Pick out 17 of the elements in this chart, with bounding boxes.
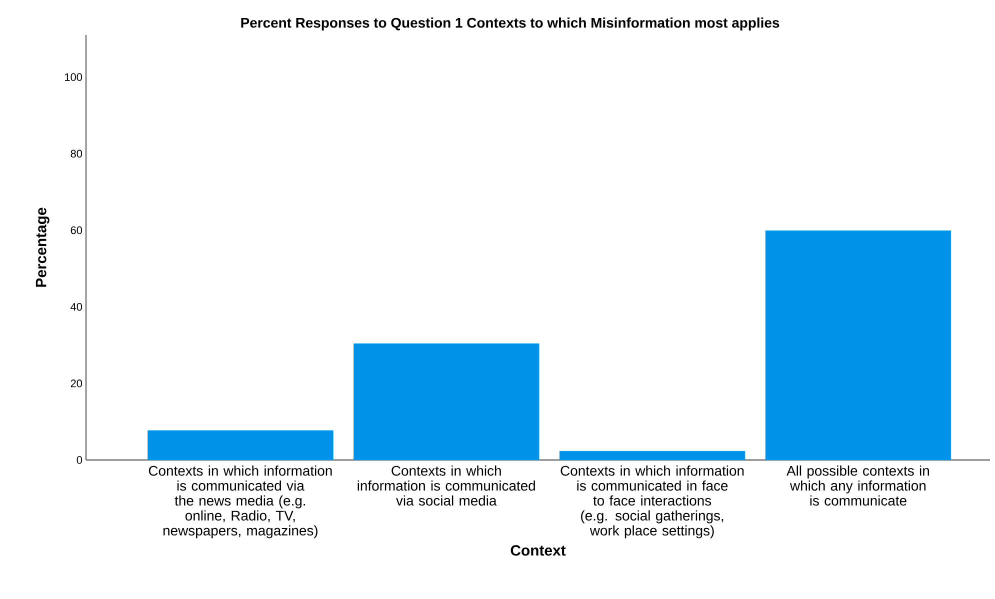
x-tick-label: Contexts in which information is communicated via the news media (e.g. online, Radio, TV, newspapers, magazines): [148, 466, 332, 538]
y-tick-label: 60: [70, 226, 82, 234]
x-tick-label: All possible contexts in which any information is communicate: [786, 466, 929, 506]
x-axis-title: Context: [510, 545, 566, 556]
bar: [559, 450, 746, 460]
y-axis-title: Percentage: [36, 208, 50, 287]
x-tick-label: Contexts in which information is communicated via social media: [358, 466, 535, 506]
y-tick-label: 40: [70, 302, 82, 311]
bar: [148, 430, 334, 460]
bar: [354, 343, 540, 460]
chart-title: Percent Responses to Question 1 Contexts to which Misinformation most applies: [241, 17, 780, 30]
y-tick-label: 20: [70, 380, 82, 388]
x-tick-label: Contexts in which information is communicated in face to face interactions (e.g. social gatherings, work place settings): [560, 466, 744, 538]
y-tick-label: 0: [76, 456, 82, 464]
bar: [765, 230, 952, 460]
y-tick-label: 80: [70, 150, 82, 158]
y-tick-label: 100: [65, 73, 82, 81]
